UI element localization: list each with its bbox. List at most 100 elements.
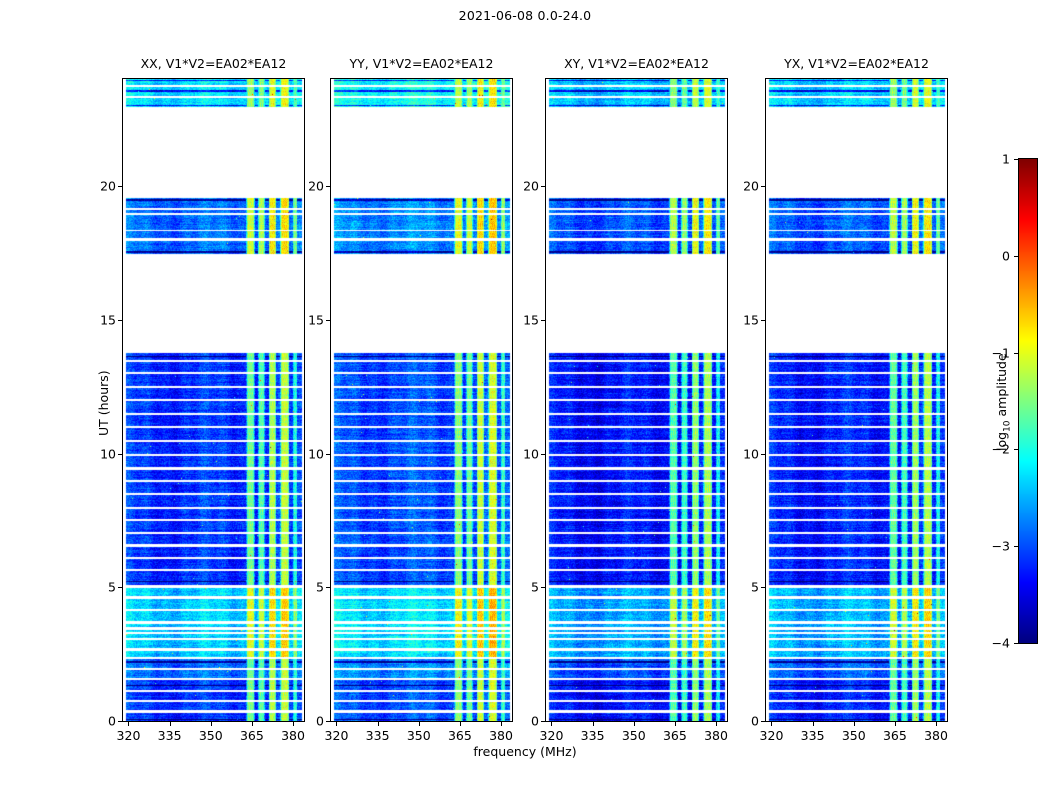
- y-tick-mark: [326, 587, 330, 589]
- y-tick-label: 0: [316, 713, 324, 729]
- y-tick-label: 10: [523, 446, 539, 461]
- panel-title-xy: XY, V1*V2=EA02*EA12: [564, 56, 709, 71]
- y-tick-label: 5: [316, 579, 324, 595]
- y-tick-label: 0: [751, 713, 759, 729]
- waterfall-panel-yx[interactable]: YX, V1*V2=EA02*EA12: [765, 56, 948, 722]
- x-tick-label: 320: [324, 728, 349, 743]
- x-tick-mark: [936, 722, 938, 726]
- x-tick-label: 350: [198, 728, 223, 743]
- waterfall-image-xy: [546, 79, 727, 721]
- x-tick-mark: [812, 722, 814, 726]
- waterfall-panel-xy[interactable]: XY, V1*V2=EA02*EA12: [545, 56, 728, 722]
- y-tick-mark: [541, 587, 545, 589]
- x-tick-mark: [551, 722, 553, 726]
- panel-frame: [545, 78, 728, 722]
- y-tick-label: 15: [523, 312, 539, 328]
- y-tick-mark: [326, 453, 330, 455]
- x-tick-mark: [128, 722, 130, 726]
- x-tick-label: 335: [157, 728, 182, 743]
- colorbar[interactable]: [1018, 158, 1038, 644]
- y-tick-label: 15: [743, 312, 759, 328]
- y-tick-mark: [326, 186, 330, 187]
- y-tick-mark: [118, 319, 122, 321]
- y-tick-mark: [541, 186, 545, 187]
- x-tick-label: 320: [116, 728, 141, 743]
- y-tick-label: 5: [751, 579, 759, 595]
- x-tick-label: 380: [489, 728, 513, 743]
- panel-frame: [765, 78, 948, 722]
- x-tick-mark: [894, 722, 896, 726]
- y-tick-mark: [761, 453, 765, 455]
- y-tick-label: 20: [523, 178, 539, 194]
- x-tick-label: 380: [924, 728, 948, 743]
- x-tick-mark: [633, 722, 635, 726]
- y-tick-label: 20: [743, 178, 759, 194]
- x-tick-mark: [336, 722, 338, 726]
- waterfall-panel-xx[interactable]: XX, V1*V2=EA02*EA12: [122, 56, 305, 722]
- y-tick-mark: [326, 721, 330, 722]
- x-tick-label: 350: [621, 728, 646, 743]
- y-axis-label: UT (hours): [96, 370, 111, 436]
- colorbar-tick-label: −3: [991, 538, 1010, 554]
- waterfall-image-yx: [766, 79, 947, 721]
- y-tick-mark: [118, 721, 122, 722]
- y-tick-label: 5: [531, 579, 539, 595]
- y-tick-label: 15: [308, 312, 324, 328]
- y-tick-mark: [541, 453, 545, 455]
- y-tick-mark: [541, 721, 545, 722]
- panel-title-xx: XX, V1*V2=EA02*EA12: [140, 56, 287, 71]
- x-tick-mark: [459, 722, 461, 726]
- y-tick-label: 15: [100, 312, 116, 328]
- x-tick-label: 365: [882, 728, 907, 743]
- y-tick-mark: [541, 319, 545, 321]
- colorbar-tick-mark: [1014, 546, 1018, 548]
- x-tick-label: 320: [759, 728, 784, 743]
- colorbar-tick-label: 0: [1002, 248, 1010, 264]
- x-tick-mark: [501, 722, 503, 726]
- y-tick-mark: [118, 453, 122, 455]
- x-tick-mark: [716, 722, 718, 726]
- y-tick-label: 5: [108, 579, 116, 595]
- colorbar-tick-label: 1: [1002, 151, 1010, 167]
- panel-title-yx: YX, V1*V2=EA02*EA12: [784, 56, 929, 71]
- y-tick-label: 0: [108, 713, 116, 729]
- y-tick-label: 0: [531, 713, 539, 729]
- x-tick-label: 335: [365, 728, 390, 743]
- x-axis-label: frequency (MHz): [473, 744, 577, 759]
- y-tick-mark: [761, 186, 765, 187]
- y-tick-label: 10: [100, 446, 116, 461]
- x-tick-label: 320: [539, 728, 564, 743]
- y-tick-label: 10: [743, 446, 759, 461]
- y-tick-mark: [326, 319, 330, 321]
- colorbar-tick-mark: [1014, 643, 1018, 644]
- x-tick-label: 365: [662, 728, 687, 743]
- colorbar-tick-mark: [1014, 255, 1018, 257]
- colorbar-frame: [1018, 158, 1038, 644]
- figure-suptitle: 2021-06-08 0.0-24.0: [458, 8, 592, 23]
- colorbar-tick-mark: [1014, 449, 1018, 451]
- colorbar-tick-label: −4: [991, 635, 1010, 651]
- x-tick-label: 350: [841, 728, 866, 743]
- y-tick-mark: [761, 587, 765, 589]
- x-tick-label: 380: [281, 728, 305, 743]
- y-tick-mark: [118, 186, 122, 187]
- y-tick-label: 10: [308, 446, 324, 461]
- waterfall-image-yy: [331, 79, 512, 721]
- colorbar-tick-label: −1: [991, 345, 1010, 361]
- x-tick-mark: [251, 722, 253, 726]
- y-tick-label: 20: [100, 178, 116, 194]
- colorbar-gradient: [1019, 159, 1037, 643]
- x-tick-label: 335: [580, 728, 605, 743]
- x-tick-mark: [377, 722, 379, 726]
- y-tick-mark: [118, 587, 122, 589]
- waterfall-panel-yy[interactable]: YY, V1*V2=EA02*EA12: [330, 56, 513, 722]
- x-tick-label: 380: [704, 728, 728, 743]
- waterfall-image-xx: [123, 79, 304, 721]
- y-tick-label: 20: [308, 178, 324, 194]
- colorbar-label: log10 amplitude: [994, 353, 1013, 451]
- colorbar-tick-label: −2: [991, 441, 1010, 457]
- x-tick-mark: [592, 722, 594, 726]
- panel-frame: [122, 78, 305, 722]
- panel-frame: [330, 78, 513, 722]
- x-tick-mark: [853, 722, 855, 726]
